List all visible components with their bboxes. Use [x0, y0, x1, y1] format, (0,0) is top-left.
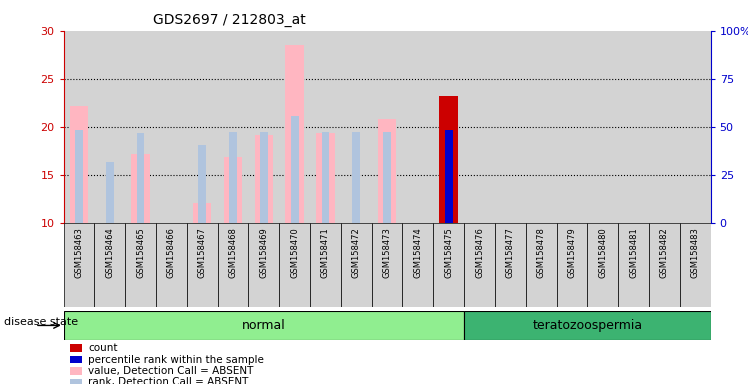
Bar — [218, 223, 248, 307]
Bar — [440, 96, 458, 223]
Text: GSM158464: GSM158464 — [105, 227, 114, 278]
Bar — [316, 133, 334, 223]
Text: GSM158478: GSM158478 — [536, 227, 545, 278]
Bar — [433, 31, 464, 223]
Text: GSM158483: GSM158483 — [690, 227, 699, 278]
Text: disease state: disease state — [4, 316, 78, 327]
Bar — [618, 223, 649, 307]
Text: GSM158475: GSM158475 — [444, 227, 453, 278]
Text: GSM158467: GSM158467 — [197, 227, 206, 278]
Text: GSM158465: GSM158465 — [136, 227, 145, 278]
Text: GSM158466: GSM158466 — [167, 227, 176, 278]
Bar — [70, 106, 88, 223]
Bar — [587, 31, 618, 223]
Bar — [680, 223, 711, 307]
Bar — [248, 31, 279, 223]
Bar — [587, 223, 618, 307]
Bar — [64, 223, 94, 307]
Bar — [70, 356, 82, 363]
Bar — [137, 133, 144, 223]
Text: GSM158469: GSM158469 — [260, 227, 269, 278]
Bar — [433, 223, 464, 307]
Bar — [125, 223, 156, 307]
Bar — [464, 223, 495, 307]
Bar — [156, 31, 187, 223]
Bar — [649, 31, 680, 223]
Bar — [286, 45, 304, 223]
Bar — [94, 31, 125, 223]
Bar — [322, 131, 329, 223]
Text: count: count — [88, 343, 117, 353]
Text: normal: normal — [242, 319, 286, 332]
Bar — [132, 154, 150, 223]
Bar — [224, 157, 242, 223]
Bar — [649, 223, 680, 307]
Bar — [229, 131, 237, 223]
Text: teratozoospermia: teratozoospermia — [533, 319, 643, 332]
Text: GSM158473: GSM158473 — [382, 227, 392, 278]
Text: GSM158470: GSM158470 — [290, 227, 299, 278]
Bar — [557, 31, 587, 223]
Text: value, Detection Call = ABSENT: value, Detection Call = ABSENT — [88, 366, 254, 376]
Text: GSM158477: GSM158477 — [506, 227, 515, 278]
Bar — [372, 31, 402, 223]
Text: GSM158480: GSM158480 — [598, 227, 607, 278]
Text: rank, Detection Call = ABSENT: rank, Detection Call = ABSENT — [88, 377, 248, 384]
Bar — [106, 162, 114, 223]
Bar — [75, 129, 83, 223]
Bar — [383, 131, 391, 223]
Bar — [618, 31, 649, 223]
Bar — [341, 223, 372, 307]
Bar — [402, 31, 433, 223]
Bar — [279, 223, 310, 307]
Bar — [341, 31, 372, 223]
Bar — [495, 223, 526, 307]
Bar — [64, 31, 94, 223]
Bar — [402, 223, 433, 307]
Bar — [526, 223, 557, 307]
Text: GSM158471: GSM158471 — [321, 227, 330, 278]
Text: GSM158476: GSM158476 — [475, 227, 484, 278]
Bar — [70, 344, 82, 352]
Bar — [64, 311, 464, 340]
Bar — [156, 223, 187, 307]
Bar — [94, 223, 125, 307]
Bar — [187, 223, 218, 307]
Bar — [254, 135, 273, 223]
Bar — [291, 116, 298, 223]
Bar — [372, 223, 402, 307]
Bar — [557, 223, 587, 307]
Bar — [495, 31, 526, 223]
Text: GSM158472: GSM158472 — [352, 227, 361, 278]
Bar — [445, 129, 453, 223]
Text: GDS2697 / 212803_at: GDS2697 / 212803_at — [153, 13, 306, 27]
Bar — [187, 31, 218, 223]
Bar — [464, 311, 711, 340]
Text: GSM158479: GSM158479 — [568, 227, 577, 278]
Bar — [260, 131, 268, 223]
Text: GSM158463: GSM158463 — [75, 227, 84, 278]
Bar — [198, 145, 206, 223]
Text: GSM158468: GSM158468 — [229, 227, 238, 278]
Bar — [193, 203, 212, 223]
Bar — [310, 31, 341, 223]
Bar — [279, 31, 310, 223]
Bar — [218, 31, 248, 223]
Bar — [352, 131, 360, 223]
Bar — [125, 31, 156, 223]
Bar — [310, 223, 341, 307]
Bar — [526, 31, 557, 223]
Text: percentile rank within the sample: percentile rank within the sample — [88, 354, 264, 364]
Bar — [680, 31, 711, 223]
Text: GSM158474: GSM158474 — [414, 227, 423, 278]
Text: GSM158482: GSM158482 — [660, 227, 669, 278]
Bar — [248, 223, 279, 307]
Bar — [70, 379, 82, 384]
Bar — [378, 119, 396, 223]
Bar — [70, 367, 82, 375]
Text: GSM158481: GSM158481 — [629, 227, 638, 278]
Bar — [464, 31, 495, 223]
